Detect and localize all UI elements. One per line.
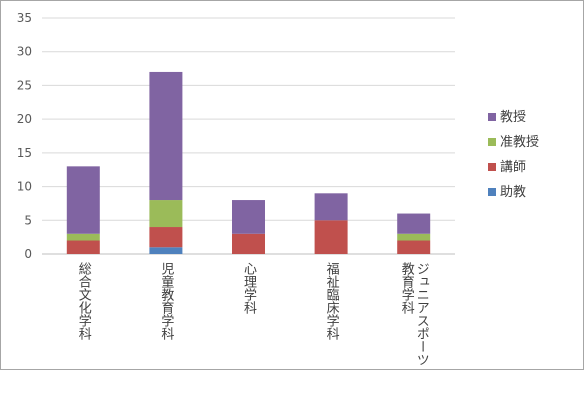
category-label: ジュニアスポーツ bbox=[414, 262, 429, 366]
legend-swatch bbox=[488, 163, 496, 171]
bar-segment-講師 bbox=[66, 240, 100, 254]
bar-segment-教授 bbox=[149, 71, 183, 201]
y-tick-label: 35 bbox=[17, 11, 32, 25]
category-label: 教育学科 bbox=[399, 261, 415, 314]
bar-segment-講師 bbox=[149, 227, 183, 248]
bar-segment-准教授 bbox=[149, 200, 183, 228]
legend-label: 講師 bbox=[500, 159, 526, 175]
category-label: 児童教育学科 bbox=[158, 262, 174, 340]
y-tick-label: 30 bbox=[17, 45, 32, 59]
category-label: 福祉臨床学科 bbox=[324, 262, 340, 340]
y-tick-label: 25 bbox=[17, 78, 32, 92]
bar-segment-准教授 bbox=[397, 233, 431, 241]
legend-swatch bbox=[488, 188, 496, 196]
bar-segment-講師 bbox=[314, 220, 348, 254]
legend-swatch bbox=[488, 138, 496, 146]
bar-segment-教授 bbox=[314, 193, 348, 221]
bar-segment-准教授 bbox=[66, 233, 100, 241]
bar-segment-講師 bbox=[232, 233, 265, 254]
category-label: 心理学科 bbox=[241, 262, 257, 314]
bar-segment-教授 bbox=[66, 166, 100, 234]
y-tick-label: 5 bbox=[24, 213, 32, 227]
bar-segment-講師 bbox=[397, 240, 431, 254]
y-tick-label: 15 bbox=[17, 146, 32, 160]
bar-segment-助教 bbox=[149, 247, 183, 254]
category-label: 総合文化学科 bbox=[76, 262, 92, 340]
bar-segment-教授 bbox=[397, 213, 431, 234]
legend-swatch bbox=[488, 113, 496, 121]
y-tick-label: 20 bbox=[17, 112, 32, 126]
legend-label: 教授 bbox=[500, 109, 526, 125]
legend-label: 准教授 bbox=[500, 134, 539, 150]
y-tick-label: 10 bbox=[17, 180, 32, 194]
y-tick-label: 0 bbox=[24, 247, 32, 261]
bar-segment-教授 bbox=[232, 200, 265, 234]
legend-label: 助教 bbox=[500, 184, 526, 200]
